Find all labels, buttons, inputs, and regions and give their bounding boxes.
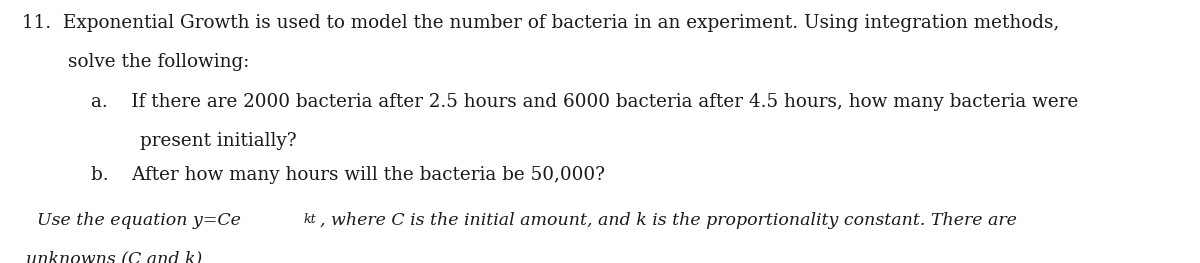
Text: 11.  Exponential Growth is used to model the number of bacteria in an experiment: 11. Exponential Growth is used to model …: [22, 14, 1058, 32]
Text: present initially?: present initially?: [140, 132, 298, 149]
Text: b.    After how many hours will the bacteria be 50,000?: b. After how many hours will the bacteri…: [91, 166, 605, 184]
Text: a.    If there are 2000 bacteria after 2.5 hours and 6000 bacteria after 4.5 hou: a. If there are 2000 bacteria after 2.5 …: [91, 93, 1079, 110]
Text: Use the equation y=Ce: Use the equation y=Ce: [26, 212, 241, 229]
Text: kt: kt: [304, 213, 317, 226]
Text: solve the following:: solve the following:: [68, 53, 250, 71]
Text: unknowns (C and k): unknowns (C and k): [26, 250, 203, 263]
Text: , where C is the initial amount, and k is the proportionality constant. There ar: , where C is the initial amount, and k i…: [320, 212, 1016, 229]
